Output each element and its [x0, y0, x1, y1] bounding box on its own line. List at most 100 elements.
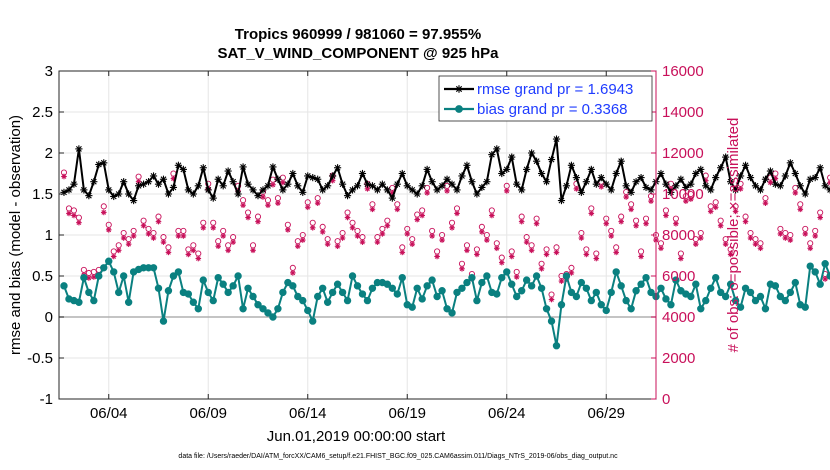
bias-point	[786, 288, 795, 297]
x-tick-label: 06/09	[189, 405, 227, 422]
rmse-point	[597, 174, 605, 182]
rmse-point	[712, 174, 720, 182]
bias-point	[537, 284, 546, 292]
bias-point	[249, 292, 257, 301]
obs-assimilated-point	[240, 202, 246, 209]
rmse-point	[637, 174, 645, 182]
rmse-point	[378, 180, 386, 188]
obs-assimilated-point	[125, 241, 132, 247]
bias-point	[328, 288, 337, 297]
bias-point	[194, 305, 203, 313]
x-tick-label: 06/14	[289, 405, 327, 422]
y-tick-label: 3	[45, 63, 53, 80]
rmse-point	[667, 188, 675, 196]
obs-assimilated-point	[787, 237, 794, 243]
rmse-point	[70, 180, 78, 188]
rmse-point	[617, 157, 625, 165]
obs-assimilated-point	[130, 233, 137, 239]
x-tick-label: 06/24	[488, 405, 526, 422]
obs-assimilated-point	[538, 265, 545, 272]
rmse-point	[174, 161, 182, 169]
rmse-point	[567, 161, 576, 169]
obs-assimilated-point	[439, 237, 445, 243]
bias-point	[184, 290, 193, 298]
rmse-point	[294, 182, 302, 190]
bias-point	[413, 284, 421, 292]
obs-possible-point	[697, 229, 704, 237]
bias-point	[60, 282, 68, 290]
bias-point	[254, 301, 262, 309]
x-axis-ticks: 06/04 06/09 06/14 06/19 06/24 06/29	[90, 71, 625, 422]
obs-assimilated-point	[777, 231, 784, 237]
bias-point	[174, 268, 183, 276]
bias-point	[229, 282, 237, 290]
bias-point	[746, 288, 755, 297]
rmse-point	[572, 174, 580, 182]
rmse-point	[259, 186, 267, 194]
rmse-point	[756, 186, 765, 194]
obs-assimilated-point	[180, 233, 187, 239]
bias-point	[513, 292, 521, 301]
data-file-footnote: data file: /Users/raeder/DAI/ATM_forcXX/…	[178, 453, 618, 460]
bias-point	[363, 296, 372, 305]
rmse-point	[279, 186, 287, 194]
rmse-point	[766, 167, 775, 175]
obs-possible-point	[677, 250, 684, 257]
bias-point	[647, 288, 655, 297]
rmse-point	[547, 155, 556, 164]
bias-point	[398, 273, 406, 282]
bias-point	[149, 264, 158, 272]
bias-point	[712, 273, 720, 282]
obs-assimilated-point	[230, 239, 236, 245]
bias-point	[338, 288, 347, 297]
obs-possible-point	[782, 229, 789, 237]
rmse-point	[105, 186, 113, 194]
rmse-point	[343, 192, 352, 200]
legend-rmse-marker	[455, 85, 463, 93]
right-y-tick-label: 6000	[662, 268, 695, 285]
obs-assimilated-point	[568, 270, 575, 276]
bias-point	[741, 284, 750, 292]
bias-point	[159, 317, 168, 325]
rmse-point	[388, 194, 396, 202]
right-y-axis-ticks: 0 2000 4000 6000 8000 10000 12000 14000 16000	[651, 63, 704, 408]
bias-point	[617, 282, 625, 290]
bias-point	[189, 298, 198, 306]
rmse-point	[448, 180, 456, 188]
bias-point	[269, 313, 277, 321]
bias-point	[582, 284, 591, 292]
rmse-point	[264, 182, 272, 190]
chart-subtitle: SAT_V_WIND_COMPONENT @ 925 hPa	[217, 45, 499, 62]
obs-assimilated-point	[479, 229, 485, 235]
obs-possible-point	[807, 240, 814, 247]
rmse-point	[219, 182, 227, 190]
rmse-point	[329, 172, 337, 180]
rmse-point	[179, 165, 187, 173]
rmse-point	[582, 178, 590, 186]
obs-assimilated-point	[663, 212, 669, 219]
rmse-point	[542, 178, 551, 186]
rmse-point	[309, 174, 317, 182]
bias-point	[423, 282, 431, 290]
bias-point	[721, 292, 730, 301]
bias-point	[816, 280, 824, 288]
obs-assimilated-point	[807, 245, 814, 252]
bias-point	[736, 303, 745, 311]
bias-point	[607, 288, 615, 297]
rmse-point	[741, 161, 750, 169]
bias-point	[592, 288, 600, 297]
rmse-point	[453, 186, 461, 194]
bias-point	[826, 272, 830, 280]
rmse-point	[463, 161, 471, 169]
bias-point	[552, 342, 561, 350]
obs-assimilated-point	[573, 186, 580, 192]
bias-point	[458, 284, 466, 292]
bias-point	[498, 273, 506, 282]
right-y-tick-label: 14000	[662, 104, 704, 121]
obs-assimilated-point	[603, 220, 610, 227]
bias-point	[433, 292, 441, 301]
obs-assimilated-point	[120, 235, 127, 241]
bias-point	[483, 272, 491, 280]
obs-possible-point	[797, 201, 804, 208]
obs-assimilated-point	[314, 200, 321, 206]
